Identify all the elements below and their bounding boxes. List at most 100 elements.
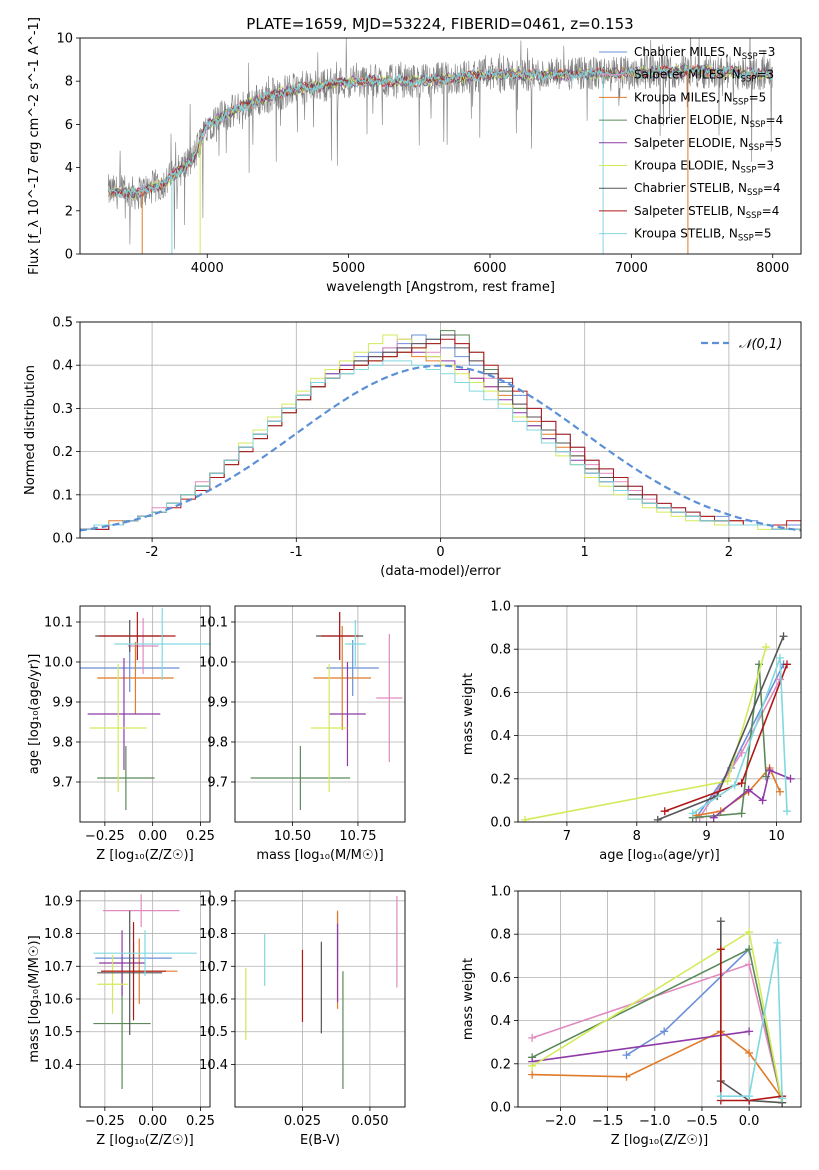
weight-marker [745, 1092, 754, 1101]
y-tick-label: 0.2 [490, 1057, 511, 1072]
errorbar-point [321, 612, 358, 660]
weight-series-line [692, 657, 788, 815]
axes-frame [79, 37, 802, 255]
axes-0: 4000 5000 6000 7000 8000 0 2 4 6 8 10 wavelength [A… [27, 17, 802, 295]
weight-marker [773, 938, 782, 947]
axes-7: −2.0 −1.5 −1.0 −0.5 0.0 0.0 0.2 0.4 0.6 0.8 1.0 Z [… [461, 885, 802, 1148]
weight-marker [723, 776, 732, 785]
weight-marker [779, 632, 788, 641]
weight-marker [520, 815, 529, 822]
weight-marker [745, 928, 754, 937]
axes-frame [234, 890, 406, 1108]
y-tick-label: 9.8 [207, 736, 228, 751]
errorbar-point [326, 640, 379, 696]
y-axis-label: Flux [f_λ 10^-17 erg cm^-2 s^-1 A^-1] [27, 17, 42, 275]
errorbar-point [344, 620, 366, 668]
y-tick-label: 10.8 [199, 927, 228, 942]
weight-series-line [720, 942, 783, 1099]
y-tick-label: 10.1 [44, 616, 73, 631]
axes-frame [234, 605, 406, 823]
weight-marker [716, 1092, 725, 1101]
y-tick-label: 10 [56, 32, 73, 47]
histogram-series [80, 360, 801, 538]
x-axis-label: (data-model)/error [380, 564, 501, 579]
x-tick-label: −1.5 [592, 1114, 624, 1129]
x-tick-label: 0.25 [186, 829, 215, 844]
y-tick-label: 0.6 [490, 686, 511, 701]
errorbar-point [329, 662, 366, 766]
y-tick-label: 10.8 [44, 927, 73, 942]
x-tick-label: 7000 [615, 261, 648, 276]
weight-marker [660, 1027, 669, 1036]
errorbar-point [114, 608, 210, 680]
plot-area [80, 608, 210, 810]
weight-marker [758, 796, 767, 805]
x-tick-label: 10.75 [339, 829, 376, 844]
x-tick-label: -2 [146, 545, 159, 560]
x-tick-label: -1 [290, 545, 303, 560]
y-axis-label: mass weight [461, 958, 476, 1040]
weight-marker [716, 917, 725, 926]
x-tick-label: −2.0 [545, 1114, 577, 1129]
weight-marker [786, 774, 795, 783]
errorbar-point [127, 618, 159, 674]
x-axis-label: wavelength [Angstrom, rest frame] [326, 280, 555, 295]
errorbar-point [97, 642, 174, 714]
axes-3: 10.50 10.75 9.7 9.8 9.9 10.0 10.1 mass [log₁₀(M… [199, 605, 406, 863]
weight-marker [653, 815, 662, 822]
x-tick-label: 0.00 [138, 829, 167, 844]
errorbar-point [250, 746, 351, 810]
y-tick-label: 0.0 [490, 1101, 511, 1116]
x-tick-label: 6000 [473, 261, 506, 276]
y-tick-label: 0.4 [52, 359, 73, 374]
legend: 𝒩(0,1) [701, 337, 782, 352]
weight-marker [528, 1061, 537, 1070]
plot-area [93, 894, 197, 1089]
weight-marker [778, 1094, 787, 1103]
weight-marker [783, 660, 792, 669]
x-tick-label: 9 [703, 829, 711, 844]
y-tick-label: 4 [65, 161, 73, 176]
y-tick-label: 10.9 [44, 894, 73, 909]
axes-frame [79, 605, 211, 823]
weight-marker [737, 779, 746, 788]
errorbar-point [99, 612, 176, 660]
weight-series-line [532, 1030, 783, 1099]
x-tick-label: 0.25 [186, 1114, 215, 1129]
x-tick-label: 2 [725, 545, 733, 560]
y-axis-label: mass [log₁₀(M/M☉)] [27, 935, 42, 1062]
y-tick-label: 10.7 [199, 960, 228, 975]
spectrum-model-line [107, 64, 773, 199]
legend-label: Salpeter STELIB, NSSP=4 [634, 204, 779, 221]
weight-series-line [531, 963, 783, 1103]
x-tick-label: 7 [563, 829, 571, 844]
y-tick-label: 0.2 [52, 445, 73, 460]
weight-marker [745, 1049, 754, 1057]
y-tick-label: 0.4 [490, 1014, 511, 1029]
weight-marker [688, 809, 697, 818]
legend-label: Kroupa MILES, NSSP=5 [634, 90, 766, 107]
weight-marker [660, 807, 669, 816]
normal-reference-curve [80, 364, 801, 532]
errorbar-point [97, 954, 128, 1014]
errorbar-point [101, 922, 167, 1021]
weight-marker [776, 787, 785, 796]
y-tick-label: 1.0 [490, 600, 511, 615]
legend-label: Chabrier MILES, NSSP=3 [634, 45, 775, 62]
y-tick-label: 10.4 [44, 1058, 73, 1073]
y-axis-label: age [log₁₀(age/yr)] [27, 654, 42, 775]
y-tick-label: 0.1 [52, 488, 73, 503]
plot-area [528, 917, 787, 1107]
weight-marker [776, 653, 785, 662]
weight-marker [745, 1027, 754, 1036]
y-tick-label: 9.8 [52, 736, 73, 751]
y-tick-label: 10.5 [44, 1025, 73, 1040]
y-tick-label: 0.6 [490, 971, 511, 986]
axes-frame [79, 890, 211, 1108]
y-tick-label: 1.0 [490, 885, 511, 900]
x-tick-label: 0.0 [739, 1114, 760, 1129]
legend-label: Chabrier ELODIE, NSSP=4 [634, 113, 783, 130]
weight-marker [730, 781, 739, 790]
y-tick-label: 6 [65, 118, 73, 133]
